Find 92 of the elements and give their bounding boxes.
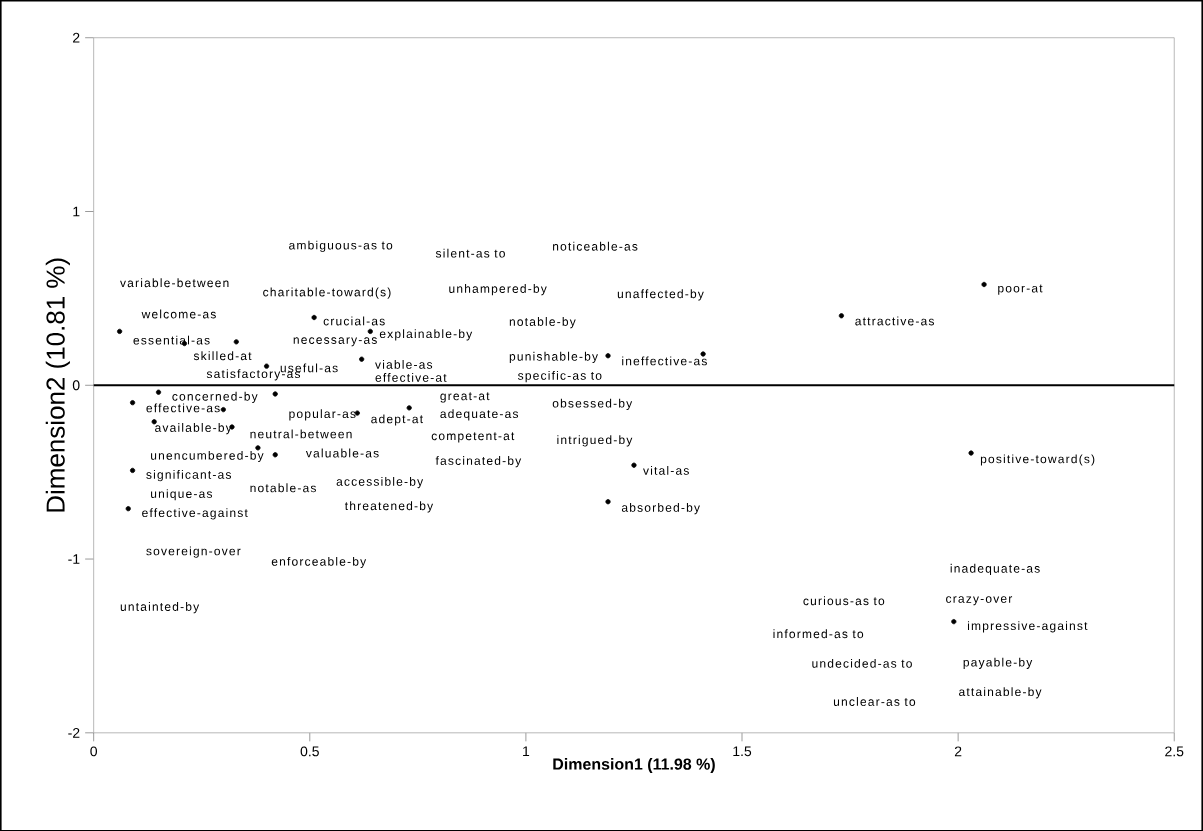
point xyxy=(311,314,317,320)
annotation: skilled-at xyxy=(193,351,252,360)
point xyxy=(367,328,373,334)
annotation: inadequate-as xyxy=(950,563,1040,575)
annotation: accessible-by xyxy=(336,476,424,488)
annotation: notable-by xyxy=(509,316,576,329)
annotation: significant-as xyxy=(146,469,232,481)
annotation: essential-as xyxy=(133,335,210,345)
point xyxy=(233,339,239,345)
annotation: curious-as to xyxy=(803,596,885,605)
point xyxy=(272,391,278,397)
point xyxy=(359,356,365,362)
annotation: untainted-by xyxy=(120,601,200,614)
annotation: enforceable-by xyxy=(271,556,367,568)
annotation: vital-as xyxy=(643,465,689,475)
y-axis-title: Dimension2 (10.81 %) xyxy=(45,258,70,512)
x-tick-label: 0 xyxy=(90,746,98,757)
annotation: attractive-as xyxy=(855,316,935,326)
point xyxy=(406,405,412,411)
annotation: viable-as xyxy=(375,359,433,369)
point xyxy=(155,389,162,395)
point xyxy=(151,418,157,425)
point xyxy=(838,312,845,319)
annotation: unaffected-by xyxy=(617,289,704,301)
x-tick-label: 2 xyxy=(954,746,962,756)
point xyxy=(117,328,123,334)
point xyxy=(129,399,136,406)
annotation: variable-between xyxy=(120,278,229,287)
annotation: crazy-over xyxy=(946,596,1013,605)
point xyxy=(272,451,278,458)
annotation: intrigued-by xyxy=(557,435,633,447)
annotation: attainable-by xyxy=(959,687,1042,699)
point xyxy=(605,352,611,359)
annotation: threatened-by xyxy=(344,501,434,513)
annotation: welcome-as xyxy=(141,309,216,319)
annotation: silent-as to xyxy=(435,248,505,258)
annotation: ineffective-as xyxy=(622,356,707,366)
annotation: unencumbered-by xyxy=(151,450,264,462)
annotation: undecided-as to xyxy=(812,658,912,668)
point xyxy=(125,505,131,512)
annotation: concerned-by xyxy=(172,391,258,403)
annotation: neutral-between xyxy=(250,429,352,439)
x-tick-label: 1 xyxy=(523,746,530,756)
point xyxy=(129,467,136,473)
x-tick-label: 1.5 xyxy=(733,746,752,756)
annotation: crucial-as xyxy=(323,316,385,326)
annotation: fascinated-by xyxy=(435,455,522,468)
y-tick-label: 1 xyxy=(73,206,80,217)
point xyxy=(605,498,611,505)
annotation: explainable-by xyxy=(379,329,473,341)
annotation: effective-as xyxy=(146,403,220,413)
y-tick-label: 2 xyxy=(73,32,80,43)
annotation: competent-at xyxy=(431,432,515,443)
annotation: payable-by xyxy=(963,657,1033,669)
annotation: positive-toward(s) xyxy=(980,454,1095,466)
annotation: adept-at xyxy=(371,414,423,426)
annotation: informed-as to xyxy=(773,629,864,638)
annotation: absorbed-by xyxy=(621,502,700,514)
y-tick-label: 0 xyxy=(72,380,80,390)
annotation: valuable-as xyxy=(305,448,379,458)
y-tick-label: -2 xyxy=(68,727,80,738)
annotation: punishable-by xyxy=(509,351,598,363)
annotation: effective-at xyxy=(375,372,447,382)
x-tick-label: 0.5 xyxy=(300,746,319,757)
annotation: noticeable-as xyxy=(553,241,638,251)
x-axis-title: Dimension1 (11.98 %) xyxy=(553,757,715,773)
point xyxy=(981,281,987,287)
annotation: popular-as xyxy=(289,408,356,421)
point xyxy=(255,445,261,451)
annotation: ambiguous-as to xyxy=(289,240,393,252)
y-tick-label: -1 xyxy=(68,554,80,564)
annotation: obsessed-by xyxy=(552,398,633,410)
annotation: charitable-toward(s) xyxy=(263,287,391,299)
x-tick-label: 2.5 xyxy=(1165,746,1184,757)
point xyxy=(631,462,637,468)
annotation: necessary-as xyxy=(293,337,377,347)
annotation: poor-at xyxy=(998,284,1043,295)
point xyxy=(220,406,226,412)
annotation: available-by xyxy=(155,422,232,435)
point xyxy=(968,450,974,456)
annotation: effective-against xyxy=(142,508,248,520)
point xyxy=(263,363,270,369)
annotation: notable-as xyxy=(250,483,316,492)
annotation: unhampered-by xyxy=(449,283,547,296)
annotation: adequate-as xyxy=(440,408,519,421)
annotation: specific-as to xyxy=(518,370,602,382)
annotation: great-at xyxy=(440,392,490,403)
annotation: unique-as xyxy=(151,488,213,501)
annotation: impressive-against xyxy=(967,620,1088,633)
annotation: unclear-as to xyxy=(833,696,916,706)
annotation: sovereign-over xyxy=(146,546,241,558)
point xyxy=(951,618,957,624)
